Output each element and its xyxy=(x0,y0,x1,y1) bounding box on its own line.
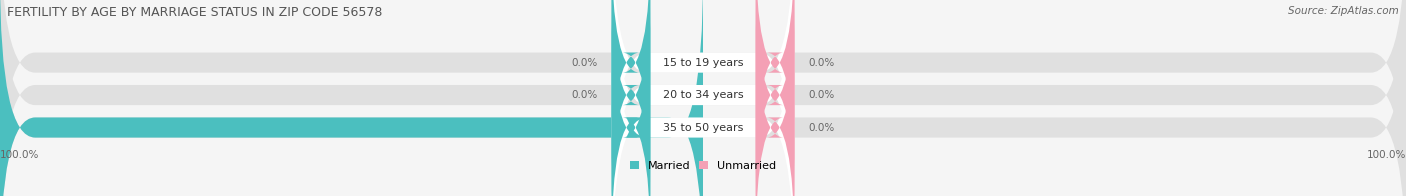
Text: 0.0%: 0.0% xyxy=(808,90,835,100)
FancyBboxPatch shape xyxy=(756,0,794,182)
Text: 0.0%: 0.0% xyxy=(808,122,835,132)
Text: 0.0%: 0.0% xyxy=(571,90,598,100)
FancyBboxPatch shape xyxy=(612,0,794,196)
Text: 35 to 50 years: 35 to 50 years xyxy=(662,122,744,132)
Text: 15 to 19 years: 15 to 19 years xyxy=(662,58,744,68)
FancyBboxPatch shape xyxy=(612,0,650,196)
Text: 0.0%: 0.0% xyxy=(808,58,835,68)
Text: Source: ZipAtlas.com: Source: ZipAtlas.com xyxy=(1288,6,1399,16)
Text: 20 to 34 years: 20 to 34 years xyxy=(662,90,744,100)
Text: FERTILITY BY AGE BY MARRIAGE STATUS IN ZIP CODE 56578: FERTILITY BY AGE BY MARRIAGE STATUS IN Z… xyxy=(7,6,382,19)
Text: 100.0%: 100.0% xyxy=(0,150,39,160)
Text: 100.0%: 100.0% xyxy=(1367,150,1406,160)
FancyBboxPatch shape xyxy=(612,0,794,196)
Text: 0.0%: 0.0% xyxy=(571,58,598,68)
FancyBboxPatch shape xyxy=(0,0,703,196)
Legend: Married, Unmarried: Married, Unmarried xyxy=(630,161,776,171)
FancyBboxPatch shape xyxy=(612,0,794,196)
FancyBboxPatch shape xyxy=(612,0,650,182)
FancyBboxPatch shape xyxy=(756,0,794,196)
FancyBboxPatch shape xyxy=(612,8,650,196)
FancyBboxPatch shape xyxy=(756,8,794,196)
